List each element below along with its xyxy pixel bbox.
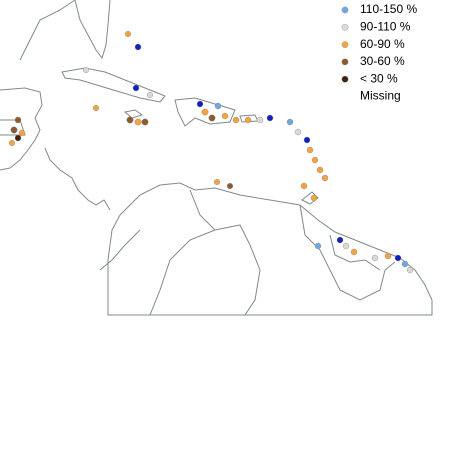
- station: [132, 84, 140, 92]
- legend: 110-150 % 90-110 % 60-90 % 30-60 % < 30 % Mis…: [341, 2, 417, 103]
- station: [371, 254, 379, 262]
- station: [201, 108, 209, 116]
- legend-label: < 30 %: [360, 71, 398, 85]
- station: [286, 118, 294, 126]
- legend-swatch: [341, 75, 349, 83]
- station: [221, 112, 229, 120]
- legend-label: 90-110 %: [360, 19, 411, 33]
- station: [126, 116, 134, 124]
- station: [196, 100, 204, 108]
- station: [10, 126, 18, 134]
- station: [314, 242, 322, 250]
- station: [342, 242, 350, 250]
- legend-swatch: [341, 23, 349, 31]
- station: [141, 118, 149, 126]
- station: [134, 43, 142, 51]
- station: [310, 194, 318, 202]
- legend-label: Missing: [360, 89, 401, 103]
- station: [244, 116, 252, 124]
- station: [406, 266, 414, 274]
- station: [336, 236, 344, 244]
- station: [316, 166, 324, 174]
- station: [124, 31, 131, 38]
- station: [350, 248, 358, 256]
- station: [18, 129, 26, 137]
- station: [306, 146, 314, 154]
- station: [214, 102, 222, 110]
- station: [208, 114, 216, 122]
- station: [82, 66, 89, 73]
- legend-label: 30-60 %: [360, 54, 405, 68]
- station: [256, 116, 264, 124]
- stations: [8, 31, 414, 274]
- station: [294, 128, 302, 136]
- station: [401, 260, 409, 268]
- legend-label: 60-90 %: [360, 37, 405, 51]
- station: [232, 116, 240, 124]
- station: [213, 178, 220, 185]
- station: [134, 118, 142, 126]
- station: [14, 116, 22, 124]
- station: [394, 254, 402, 262]
- legend-label: 110-150 %: [360, 2, 417, 16]
- station: [266, 114, 274, 122]
- station: [92, 104, 99, 111]
- station: [226, 182, 233, 189]
- legend-swatch: [341, 58, 349, 66]
- station: [14, 134, 22, 142]
- coastlines: [0, 0, 433, 316]
- station: [311, 156, 319, 164]
- station: [8, 139, 15, 146]
- station: [146, 91, 153, 98]
- station: [303, 136, 311, 144]
- legend-swatch: [341, 41, 349, 48]
- station: [300, 182, 308, 190]
- legend-swatch: [341, 6, 349, 14]
- station: [384, 252, 392, 260]
- station: [321, 174, 329, 182]
